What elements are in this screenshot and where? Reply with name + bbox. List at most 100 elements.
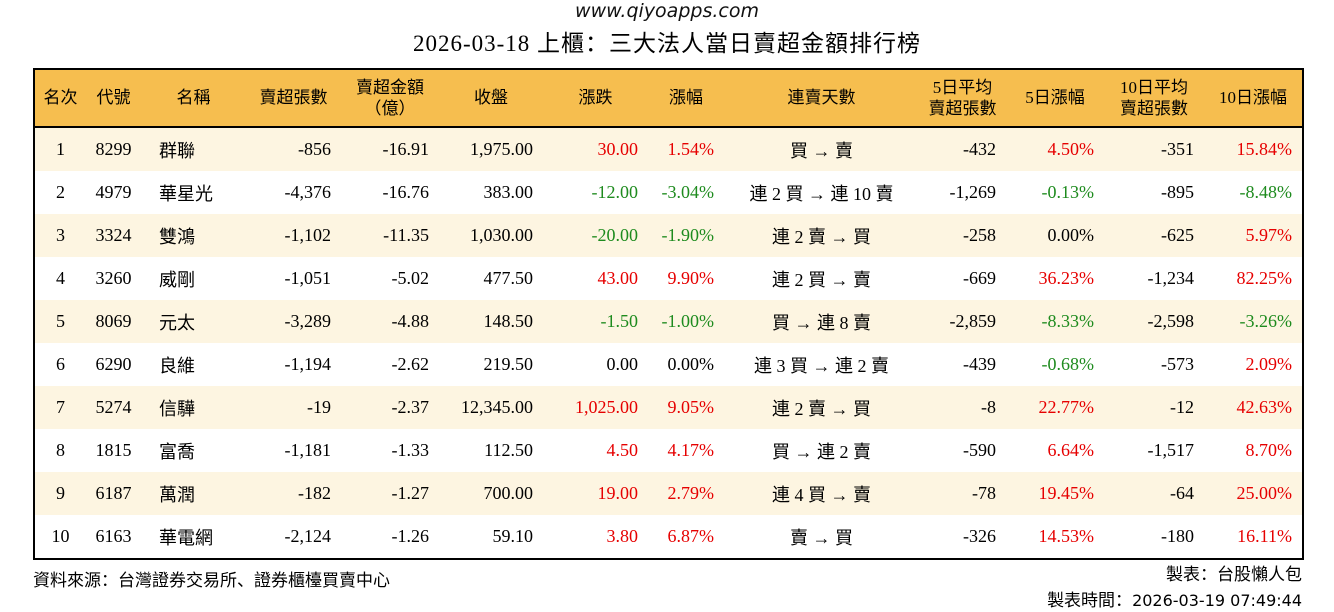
cell-code: 6163 [95, 526, 132, 546]
table-row: 2 4979 華星光 -4,376 -16.76 383.00 -12.00 -… [34, 171, 1303, 214]
cell-change: -1.50 [600, 311, 639, 331]
cell-avg10-volume: -180 [1161, 526, 1194, 546]
cell-avg5-volume: -8 [981, 397, 996, 417]
cell-change-pct: 4.17% [667, 440, 715, 460]
cell-sell-amount: -2.37 [391, 397, 430, 417]
report-timestamp: 製表時間：2026-03-19 07:49:44 [1047, 586, 1302, 611]
table-row: 8 1815 富喬 -1,181 -1.33 112.50 4.50 4.17%… [34, 429, 1303, 472]
cell-close: 112.50 [484, 440, 533, 460]
cell-sell-volume: -856 [298, 139, 331, 159]
cell-avg10-volume: -351 [1161, 139, 1194, 159]
cell-code: 6187 [95, 483, 132, 503]
table-header: 名次 代號 名稱 賣超張數 賣超金額 （億） 收盤 漲跌 漲幅 連賣天數 5日平均… [34, 69, 1303, 128]
col-header-pct10: 10日漲幅 [1204, 69, 1303, 128]
cell-name: 信驊 [159, 398, 195, 419]
col-header-code: 代號 [86, 69, 141, 128]
cell-avg10-volume: -1,517 [1147, 440, 1195, 460]
cell-close: 700.00 [483, 483, 534, 503]
cell-pct10: 2.09% [1245, 354, 1293, 374]
cell-avg5-volume: -258 [963, 225, 996, 245]
cell-avg5-volume: -439 [963, 354, 996, 374]
cell-pct10: 5.97% [1245, 225, 1293, 245]
cell-name: 威剛 [159, 269, 195, 290]
col-header-rank: 名次 [34, 69, 86, 128]
cell-rank: 9 [56, 483, 65, 503]
cell-avg10-volume: -573 [1161, 354, 1194, 374]
cell-close: 383.00 [483, 182, 534, 202]
cell-change: 19.00 [597, 483, 639, 503]
cell-pct5: 0.00% [1047, 225, 1095, 245]
cell-change: 43.00 [597, 268, 639, 288]
table-body: 1 8299 群聯 -856 -16.91 1,975.00 30.00 1.5… [34, 127, 1303, 559]
cell-change-pct: -1.90% [661, 225, 715, 245]
table-row: 7 5274 信驊 -19 -2.37 12,345.00 1,025.00 9… [34, 386, 1303, 429]
cell-pct5: -0.68% [1041, 354, 1095, 374]
cell-close: 59.10 [492, 526, 534, 546]
table-row: 3 3324 雙鴻 -1,102 -11.35 1,030.00 -20.00 … [34, 214, 1303, 257]
table-row: 10 6163 華電網 -2,124 -1.26 59.10 3.80 6.87… [34, 515, 1303, 559]
cell-sell-streak: 連 3 買 → 連 2 賣 [754, 355, 889, 376]
cell-sell-volume: -1,181 [284, 440, 332, 460]
cell-change: 3.80 [606, 526, 639, 546]
header-row: 名次 代號 名稱 賣超張數 賣超金額 （億） 收盤 漲跌 漲幅 連賣天數 5日平均… [34, 69, 1303, 128]
cell-avg10-volume: -1,234 [1147, 268, 1195, 288]
table-row: 5 8069 元太 -3,289 -4.88 148.50 -1.50 -1.0… [34, 300, 1303, 343]
col-header-avg5-volume: 5日平均 賣超張數 [919, 69, 1006, 128]
table-row: 6 6290 良維 -1,194 -2.62 219.50 0.00 0.00%… [34, 343, 1303, 386]
cell-sell-streak: 連 2 賣 → 買 [772, 398, 871, 419]
cell-sell-volume: -3,289 [284, 311, 332, 331]
cell-change: 1,025.00 [575, 397, 638, 417]
col-header-change-pct: 漲幅 [648, 69, 724, 128]
cell-sell-volume: -4,376 [284, 182, 332, 202]
cell-close: 219.50 [483, 354, 534, 374]
cell-sell-volume: -2,124 [284, 526, 332, 546]
cell-sell-amount: -4.88 [391, 311, 430, 331]
cell-avg5-volume: -1,269 [949, 182, 997, 202]
cell-sell-streak: 連 4 買 → 賣 [772, 484, 871, 505]
col-header-sell-streak: 連賣天數 [724, 69, 919, 128]
cell-pct5: 22.77% [1038, 397, 1095, 417]
cell-name: 元太 [159, 312, 195, 333]
cell-code: 3260 [95, 268, 132, 288]
cell-close: 1,030.00 [470, 225, 533, 245]
table-row: 9 6187 萬潤 -182 -1.27 700.00 19.00 2.79% … [34, 472, 1303, 515]
cell-rank: 10 [51, 526, 70, 546]
cell-avg10-volume: -895 [1161, 182, 1194, 202]
cell-change-pct: -1.00% [661, 311, 715, 331]
cell-pct10: 16.11% [1237, 526, 1292, 546]
cell-close: 12,345.00 [461, 397, 533, 417]
cell-sell-streak: 連 2 買 → 賣 [772, 269, 871, 290]
cell-rank: 8 [56, 440, 65, 460]
cell-change: 0.00 [606, 354, 639, 374]
cell-pct5: 19.45% [1038, 483, 1095, 503]
cell-sell-amount: -16.91 [382, 139, 430, 159]
cell-rank: 7 [56, 397, 65, 417]
col-header-sell-volume: 賣超張數 [246, 69, 341, 128]
col-header-close: 收盤 [439, 69, 543, 128]
cell-pct10: 82.25% [1236, 268, 1293, 288]
cell-name: 雙鴻 [159, 226, 195, 247]
cell-pct10: -3.26% [1239, 311, 1293, 331]
page-title: 2026-03-18 上櫃：三大法人當日賣超金額排行榜 [412, 31, 922, 56]
cell-close: 477.50 [483, 268, 534, 288]
cell-pct5: 6.64% [1047, 440, 1095, 460]
cell-sell-amount: -1.33 [391, 440, 430, 460]
table-row: 1 8299 群聯 -856 -16.91 1,975.00 30.00 1.5… [34, 127, 1303, 171]
cell-avg10-volume: -2,598 [1147, 311, 1195, 331]
cell-pct10: 42.63% [1236, 397, 1293, 417]
cell-pct10: 8.70% [1245, 440, 1293, 460]
cell-avg5-volume: -2,859 [949, 311, 997, 331]
cell-change: -20.00 [591, 225, 639, 245]
cell-avg5-volume: -590 [963, 440, 996, 460]
cell-sell-volume: -1,194 [284, 354, 332, 374]
cell-pct10: -8.48% [1239, 182, 1293, 202]
report-timestamp-label: 製表時間： [1047, 591, 1133, 610]
cell-sell-amount: -16.76 [382, 182, 430, 202]
cell-sell-streak: 買 → 連 2 賣 [772, 441, 871, 462]
cell-change: -12.00 [591, 182, 639, 202]
col-header-avg10-volume: 10日平均 賣超張數 [1104, 69, 1204, 128]
cell-sell-amount: -5.02 [391, 268, 430, 288]
cell-sell-volume: -19 [307, 397, 331, 417]
cell-pct5: -8.33% [1041, 311, 1095, 331]
col-header-sell-amount: 賣超金額 （億） [341, 69, 439, 128]
